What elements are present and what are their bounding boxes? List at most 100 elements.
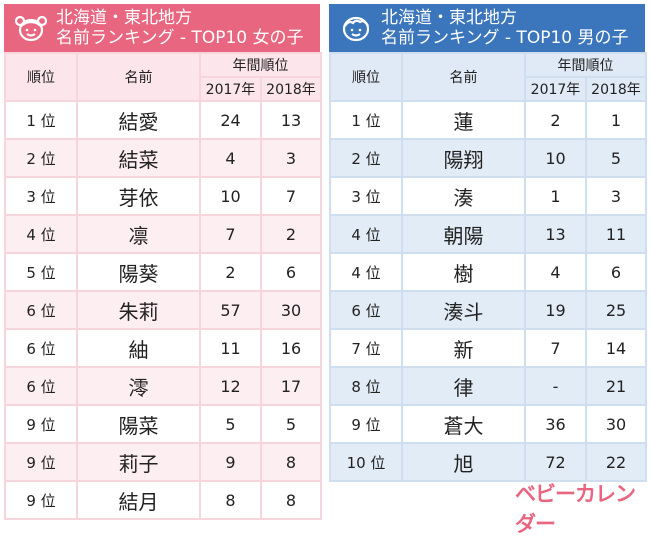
cell-rank: 3 位 (4, 176, 78, 216)
cell-name: 澪 (76, 366, 201, 406)
cell-y2017: 12 (199, 366, 262, 406)
table-row: 9 位莉子 9 8 (4, 442, 322, 482)
table-row: 5 位陽葵 2 6 (4, 252, 322, 292)
cell-name: 蒼大 (401, 404, 526, 444)
cell-rank: 2 位 (329, 138, 403, 178)
boys-ranking-panel: 北海道・東北地方 名前ランキング - TOP10 男の子 順位 名前 年間順位 201… (329, 4, 647, 482)
table-row: 6 位朱莉 57 30 (4, 290, 322, 330)
cell-rank: 4 位 (329, 252, 403, 292)
cell-rank: 9 位 (4, 480, 78, 520)
cell-y2018: 6 (585, 252, 647, 292)
cell-name: 結菜 (76, 138, 201, 178)
cell-name: 蓮 (401, 100, 526, 140)
cell-name: 新 (401, 328, 526, 368)
cell-y2018: 13 (260, 100, 322, 140)
cell-name: 紬 (76, 328, 201, 368)
cell-y2018: 6 (260, 252, 322, 292)
header-2017: 2017年 (199, 76, 262, 102)
girls-title-line1: 北海道・東北地方 (56, 8, 192, 28)
cell-y2018: 2 (260, 214, 322, 254)
cell-name: 朱莉 (76, 290, 201, 330)
cell-rank: 1 位 (329, 100, 403, 140)
girls-ranking-panel: 北海道・東北地方 名前ランキング - TOP10 女の子 順位 名前 年間順位 201… (4, 4, 322, 520)
cell-y2017: 10 (199, 176, 262, 216)
cell-y2017: 10 (524, 138, 587, 178)
table-row: 4 位朝陽 13 11 (329, 214, 647, 254)
boys-title: 北海道・東北地方 名前ランキング - TOP10 男の子 (329, 4, 645, 52)
header-2018: 2018年 (260, 76, 322, 102)
boys-title-line1: 北海道・東北地方 (381, 8, 517, 28)
table-row: 1 位結愛 24 13 (4, 100, 322, 140)
girls-title-line2: 名前ランキング - TOP10 女の子 (56, 28, 304, 48)
cell-rank: 7 位 (329, 328, 403, 368)
cell-name: 陽菜 (76, 404, 201, 444)
cell-y2017: 5 (199, 404, 262, 444)
cell-y2017: 7 (524, 328, 587, 368)
cell-name: 律 (401, 366, 526, 406)
cell-y2017: 57 (199, 290, 262, 330)
cell-rank: 9 位 (4, 442, 78, 482)
header-rank: 順位 (4, 52, 78, 102)
cell-name: 湊斗 (401, 290, 526, 330)
cell-y2018: 5 (260, 404, 322, 444)
table-row: 2 位結菜 4 3 (4, 138, 322, 178)
cell-name: 陽葵 (76, 252, 201, 292)
cell-name: 芽依 (76, 176, 201, 216)
cell-y2017: 9 (199, 442, 262, 482)
cell-rank: 1 位 (4, 100, 78, 140)
header-2018: 2018年 (585, 76, 647, 102)
cell-y2018: 1 (585, 100, 647, 140)
girl-face-icon (14, 15, 48, 42)
cell-y2018: 11 (585, 214, 647, 254)
cell-y2018: 8 (260, 442, 322, 482)
cell-y2018: 5 (585, 138, 647, 178)
cell-y2017: 4 (524, 252, 587, 292)
cell-y2018: 3 (585, 176, 647, 216)
cell-name: 樹 (401, 252, 526, 292)
cell-y2017: - (524, 366, 587, 406)
cell-y2017: 72 (524, 442, 587, 482)
header-annual: 年間順位 (199, 52, 322, 78)
baby-calendar-logo: ベビーカレンダー (515, 482, 636, 536)
table-row: 6 位澪 12 17 (4, 366, 322, 406)
cell-y2017: 24 (199, 100, 262, 140)
cell-rank: 6 位 (4, 290, 78, 330)
cell-y2018: 30 (585, 404, 647, 444)
header-annual: 年間順位 (524, 52, 647, 78)
cell-y2017: 7 (199, 214, 262, 254)
header-name: 名前 (76, 52, 201, 102)
cell-y2017: 1 (524, 176, 587, 216)
boy-face-icon (342, 16, 370, 42)
cell-name: 旭 (401, 442, 526, 482)
cell-y2018: 14 (585, 328, 647, 368)
cell-y2018: 3 (260, 138, 322, 178)
cell-name: 莉子 (76, 442, 201, 482)
cell-rank: 2 位 (4, 138, 78, 178)
cell-y2017: 2 (199, 252, 262, 292)
cell-rank: 3 位 (329, 176, 403, 216)
table-row: 3 位芽依 10 7 (4, 176, 322, 216)
table-row: 2 位陽翔 10 5 (329, 138, 647, 178)
cell-rank: 10 位 (329, 442, 403, 482)
table-row: 9 位蒼大 36 30 (329, 404, 647, 444)
cell-y2017: 19 (524, 290, 587, 330)
cell-y2017: 4 (199, 138, 262, 178)
cell-rank: 9 位 (4, 404, 78, 444)
header-2017: 2017年 (524, 76, 587, 102)
header-name: 名前 (401, 52, 526, 102)
table-row: 9 位陽菜 5 5 (4, 404, 322, 444)
cell-rank: 9 位 (329, 404, 403, 444)
boys-title-line2: 名前ランキング - TOP10 男の子 (381, 28, 629, 48)
cell-y2017: 2 (524, 100, 587, 140)
cell-rank: 8 位 (329, 366, 403, 406)
cell-name: 凛 (76, 214, 201, 254)
cell-y2017: 13 (524, 214, 587, 254)
cell-rank: 6 位 (4, 366, 78, 406)
table-row: 10 位旭 72 22 (329, 442, 647, 482)
cell-rank: 6 位 (4, 328, 78, 368)
cell-y2018: 7 (260, 176, 322, 216)
